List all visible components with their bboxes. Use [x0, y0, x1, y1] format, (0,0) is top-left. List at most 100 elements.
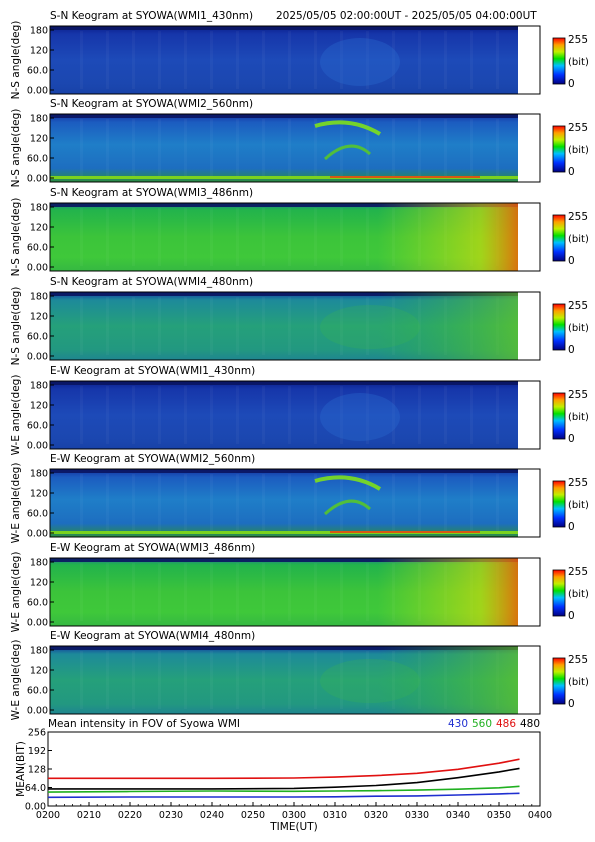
series-line-430 — [47, 792, 520, 799]
colorbar-max: 255 — [568, 122, 588, 134]
chart-y-tick: 64.0 — [25, 783, 46, 794]
y-tick-label: 0.00 — [27, 706, 48, 717]
y-tick-label: 60.0 — [27, 154, 48, 165]
panel-title: E-W Keogram at SYOWA(WMI2_560nm) — [50, 453, 255, 465]
y-tick-label: 180 — [30, 203, 48, 214]
y-tick-label: 120 — [30, 223, 48, 234]
keogram-panel: S-N Keogram at SYOWA(WMI2_560nm)180 120 60… — [10, 98, 589, 187]
chart-ylabel: MEAN(BIT) — [15, 741, 27, 797]
y-tick-label: 120 — [30, 578, 48, 589]
panel-ylabel: W-E angle(deg) — [10, 552, 22, 633]
panel-title: E-W Keogram at SYOWA(WMI1_430nm) — [50, 365, 255, 377]
y-tick-label: 180 — [30, 381, 48, 392]
chart-x-tick: 0310 — [323, 810, 347, 821]
legend-entry: 430 — [448, 718, 468, 730]
legend-entry: 486 — [496, 718, 516, 730]
panel-title: E-W Keogram at SYOWA(WMI4_480nm) — [50, 630, 255, 642]
y-tick-label: 60.0 — [27, 509, 48, 520]
colorbar-max: 255 — [568, 477, 588, 489]
y-tick-label: 60.0 — [27, 243, 48, 254]
keogram-panel: S-N Keogram at SYOWA(WMI4_480nm)180 120 60… — [10, 276, 589, 365]
chart-xlabel: TIME(UT) — [269, 821, 318, 833]
colorbar — [552, 657, 566, 705]
colorbar — [552, 392, 566, 440]
y-tick-label: 60.0 — [27, 598, 48, 609]
y-tick-label: 180 — [30, 469, 48, 480]
chart-x-tick: 0340 — [446, 810, 470, 821]
colorbar-unit: (bit) — [568, 589, 589, 600]
keogram-panel: E-W Keogram at SYOWA(WMI3_486nm)180 120 60… — [10, 542, 589, 632]
chart-title: Mean intensity in FOV of Syowa WMI — [48, 718, 240, 730]
y-tick-label: 60.0 — [27, 66, 48, 77]
colorbar — [552, 480, 566, 528]
chart-y-tick: 192 — [28, 746, 46, 757]
colorbar-max: 255 — [568, 566, 588, 578]
colorbar-unit: (bit) — [568, 500, 589, 511]
colorbar-max: 255 — [568, 34, 588, 46]
panel-title: S-N Keogram at SYOWA(WMI3_486nm) — [50, 187, 253, 199]
panel-ylabel: W-E angle(deg) — [10, 640, 22, 721]
series-line-480 — [48, 767, 520, 790]
chart-y-tick: 256 — [28, 728, 46, 739]
colorbar-min: 0 — [568, 344, 575, 356]
panel-ylabel: N-S angle(deg) — [10, 287, 22, 366]
colorbar-unit: (bit) — [568, 677, 589, 688]
y-tick-label: 120 — [30, 46, 48, 57]
y-tick-label: 180 — [30, 646, 48, 657]
y-tick-label: 120 — [30, 401, 48, 412]
panel-title: S-N Keogram at SYOWA(WMI1_430nm) — [50, 10, 253, 22]
colorbar-max: 255 — [568, 654, 588, 666]
chart-x-tick: 0320 — [364, 810, 388, 821]
colorbar-min: 0 — [568, 255, 575, 267]
y-tick-label: 60.0 — [27, 332, 48, 343]
colorbar-min: 0 — [568, 78, 575, 90]
colorbar — [552, 303, 566, 351]
y-tick-label: 120 — [30, 312, 48, 323]
colorbar-max: 255 — [568, 211, 588, 223]
keogram-panel: E-W Keogram at SYOWA(WMI2_560nm)180 120 60… — [10, 453, 589, 543]
legend-entry: 560 — [472, 718, 492, 730]
colorbar-min: 0 — [568, 610, 575, 622]
panel-title: S-N Keogram at SYOWA(WMI2_560nm) — [50, 98, 253, 110]
y-tick-label: 60.0 — [27, 686, 48, 697]
chart-y-tick: 0.00 — [25, 802, 46, 813]
series-line-486 — [48, 758, 520, 780]
y-tick-label: 0.00 — [27, 263, 48, 274]
y-tick-label: 120 — [30, 134, 48, 145]
keogram-panel: S-N Keogram at SYOWA(WMI1_430nm)180 120 60… — [10, 10, 589, 99]
colorbar-unit: (bit) — [568, 234, 589, 245]
colorbar — [552, 125, 566, 173]
y-tick-label: 180 — [30, 292, 48, 303]
chart-y-tick: 128 — [28, 765, 46, 776]
y-tick-label: 0.00 — [27, 174, 48, 185]
colorbar — [552, 569, 566, 617]
y-tick-label: 0.00 — [27, 441, 48, 452]
y-tick-label: 60.0 — [27, 421, 48, 432]
series-line-560 — [47, 785, 520, 793]
chart-x-tick: 0210 — [77, 810, 101, 821]
y-tick-label: 0.00 — [27, 352, 48, 363]
keogram-image — [50, 469, 518, 537]
panel-ylabel: W-E angle(deg) — [10, 375, 22, 456]
panel-title: E-W Keogram at SYOWA(WMI3_486nm) — [50, 542, 255, 554]
chart-x-tick: 0240 — [200, 810, 224, 821]
chart-x-tick: 0400 — [528, 810, 552, 821]
chart-legend: 430 560 486 480 — [448, 718, 540, 730]
colorbar-max: 255 — [568, 300, 588, 312]
colorbar-min: 0 — [568, 166, 575, 178]
colorbar-unit: (bit) — [568, 412, 589, 423]
chart-x-tick: 0300 — [282, 810, 306, 821]
chart-x-tick: 0330 — [405, 810, 429, 821]
mean-intensity-chart: Mean intensity in FOV of Syowa WMI 430 56… — [15, 718, 552, 833]
chart-x-tick: 0200 — [36, 810, 60, 821]
y-tick-label: 0.00 — [27, 618, 48, 629]
panel-ylabel: N-S angle(deg) — [10, 198, 22, 277]
y-tick-label: 180 — [30, 558, 48, 569]
y-tick-label: 180 — [30, 114, 48, 125]
y-tick-label: 120 — [30, 666, 48, 677]
keogram-panel: E-W Keogram at SYOWA(WMI4_480nm)180 120 60… — [10, 630, 589, 720]
keogram-panel: E-W Keogram at SYOWA(WMI1_430nm)180 120 60… — [10, 365, 589, 455]
chart-x-tick: 0230 — [159, 810, 183, 821]
colorbar — [552, 214, 566, 262]
